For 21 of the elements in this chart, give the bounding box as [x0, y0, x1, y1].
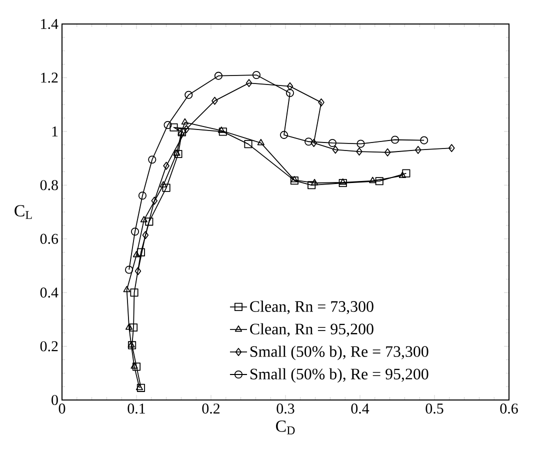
y-tick-label: 0.6: [40, 234, 58, 244]
y-tick-label: 0: [52, 394, 58, 406]
legend-label: Small (50% b), Re = 95,200: [250, 368, 428, 383]
y-tick-label: 0.2: [40, 341, 58, 352]
y-tick-label: 0.8: [40, 180, 58, 190]
y-tick-label: 1: [52, 126, 58, 136]
x-tick-label: 0.6: [500, 404, 518, 414]
x-tick-label: 0.3: [276, 404, 294, 414]
x-tick-label: 0.5: [426, 404, 444, 414]
x-tick-label: 0: [58, 404, 66, 414]
legend-label: Clean, Rn = 73,300: [250, 300, 374, 314]
x-tick-label: 0.2: [202, 404, 220, 414]
y-tick-label: 1.2: [41, 72, 58, 83]
y-axis-title: C$_{L}$: [14, 205, 32, 219]
y-tick-label: 0.4: [40, 287, 58, 298]
y-tick-label: 1.4: [41, 18, 58, 30]
legend-label: Clean, Rn = 95,200: [250, 323, 374, 337]
x-tick-label: 0.1: [128, 404, 145, 414]
x-axis-title: C$_{D}$: [276, 420, 295, 434]
x-tick-label: 0.4: [351, 404, 370, 414]
legend-label: Small (50% b), Re = 73,300: [250, 346, 428, 360]
